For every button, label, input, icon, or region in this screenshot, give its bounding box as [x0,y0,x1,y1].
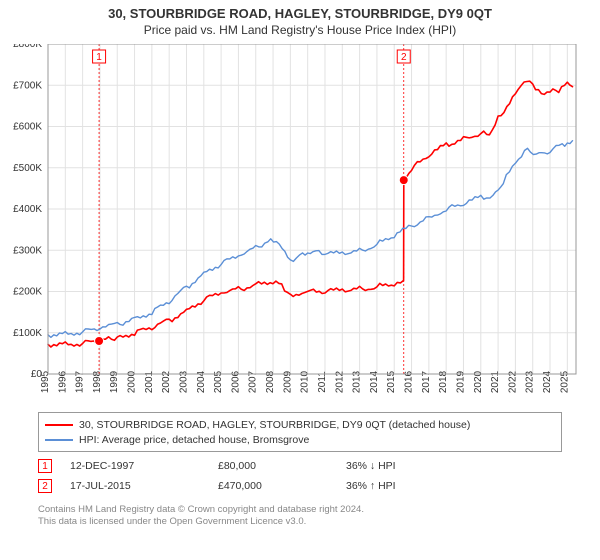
svg-text:£300K: £300K [13,245,42,256]
svg-text:1: 1 [96,52,102,63]
svg-text:£200K: £200K [13,287,42,298]
sale-marker-badge: 2 [38,479,52,493]
sale-marker-badge: 1 [38,459,52,473]
sale-row: 217-JUL-2015£470,00036% ↑ HPI [38,476,562,496]
svg-text:£500K: £500K [13,163,42,174]
svg-text:£100K: £100K [13,328,42,339]
footer-attribution: Contains HM Land Registry data © Crown c… [38,504,562,528]
legend-swatch [45,439,73,441]
sale-price: £470,000 [200,480,328,492]
sale-row: 112-DEC-1997£80,00036% ↓ HPI [38,456,562,476]
sale-date: 12-DEC-1997 [52,460,200,472]
legend-item: HPI: Average price, detached house, Brom… [45,432,555,447]
sale-hpi-delta: 36% ↑ HPI [328,480,476,492]
svg-text:£700K: £700K [13,80,42,91]
chart-subtitle: Price paid vs. HM Land Registry's House … [0,21,600,41]
legend: 30, STOURBRIDGE ROAD, HAGLEY, STOURBRIDG… [38,412,562,452]
sale-date: 17-JUL-2015 [52,480,200,492]
chart-title: 30, STOURBRIDGE ROAD, HAGLEY, STOURBRIDG… [0,0,600,21]
legend-label: 30, STOURBRIDGE ROAD, HAGLEY, STOURBRIDG… [79,419,470,431]
sale-hpi-delta: 36% ↓ HPI [328,460,476,472]
svg-text:£800K: £800K [13,44,42,50]
sale-price: £80,000 [200,460,328,472]
price-chart: £0£100K£200K£300K£400K£500K£600K£700K£80… [0,44,590,414]
footer-line-1: Contains HM Land Registry data © Crown c… [38,504,562,516]
legend-label: HPI: Average price, detached house, Brom… [79,434,309,446]
svg-text:£600K: £600K [13,122,42,133]
sales-table: 112-DEC-1997£80,00036% ↓ HPI217-JUL-2015… [38,456,562,496]
svg-text:2: 2 [401,52,407,63]
svg-text:£400K: £400K [13,204,42,215]
legend-item: 30, STOURBRIDGE ROAD, HAGLEY, STOURBRIDG… [45,417,555,432]
footer-line-2: This data is licensed under the Open Gov… [38,516,562,528]
legend-swatch [45,424,73,426]
